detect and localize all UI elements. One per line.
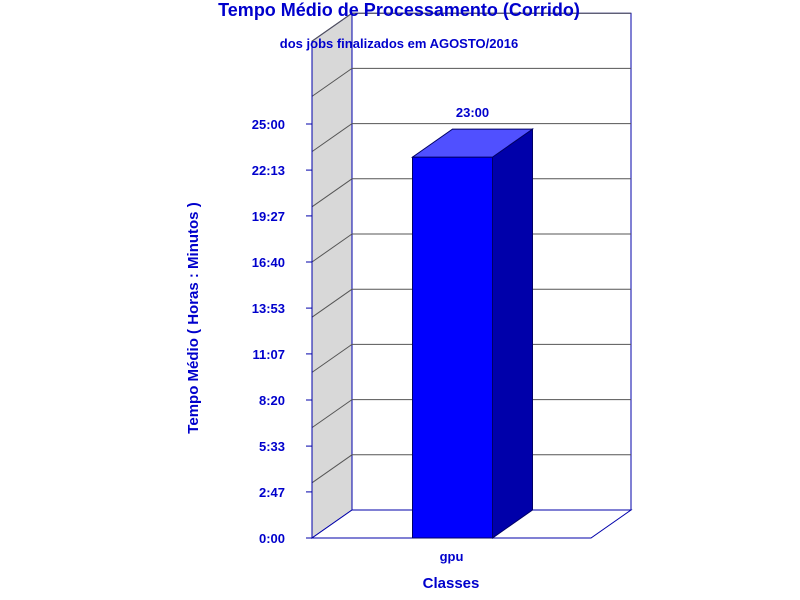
grid-line-side [311, 12, 353, 42]
y-tick-label: 0:00 [259, 531, 285, 546]
y-axis-ticks: 0:00 2:47 5:33 8:20 11:07 13:53 16:40 19:27 22:1… [252, 41, 313, 546]
bars: 23:00 gpu [410, 105, 535, 564]
grid-line-side [311, 67, 353, 97]
grid-line-side [311, 178, 353, 208]
y-tick-label: 11:07 [252, 347, 285, 362]
chart-subtitle: dos jobs finalizados em AGOSTO/2016 [280, 36, 518, 51]
y-tick-label: 16:40 [252, 255, 285, 270]
y-tick-label: 22:13 [252, 163, 285, 178]
grid-line-side [311, 233, 353, 263]
y-tick-label: 8:20 [259, 393, 285, 408]
y-tick-label: 25:00 [252, 117, 285, 132]
y-tick-label: 19:27 [252, 209, 285, 224]
bar-top-gpu [410, 128, 535, 158]
y-tick-label: 5:33 [259, 439, 285, 454]
bar-side-gpu [492, 128, 533, 539]
bar-value-label: 23:00 [456, 105, 489, 120]
y-tick-label: 2:47 [259, 485, 285, 500]
y-tick-label: 13:53 [252, 301, 285, 316]
grid-line-side [311, 343, 353, 373]
x-category-label: gpu [440, 549, 464, 564]
x-axis-label: Classes [423, 575, 480, 592]
grid-line-side [311, 123, 353, 153]
bar-front-gpu [412, 156, 493, 539]
chart-title: Tempo Médio de Processamento (Corrido) [218, 0, 580, 20]
y-axis-label: Tempo Médio ( Horas : Minutos ) [185, 202, 202, 433]
grid-line-side [311, 288, 353, 318]
grid-line-side [311, 399, 353, 429]
grid-line-side [311, 454, 353, 484]
